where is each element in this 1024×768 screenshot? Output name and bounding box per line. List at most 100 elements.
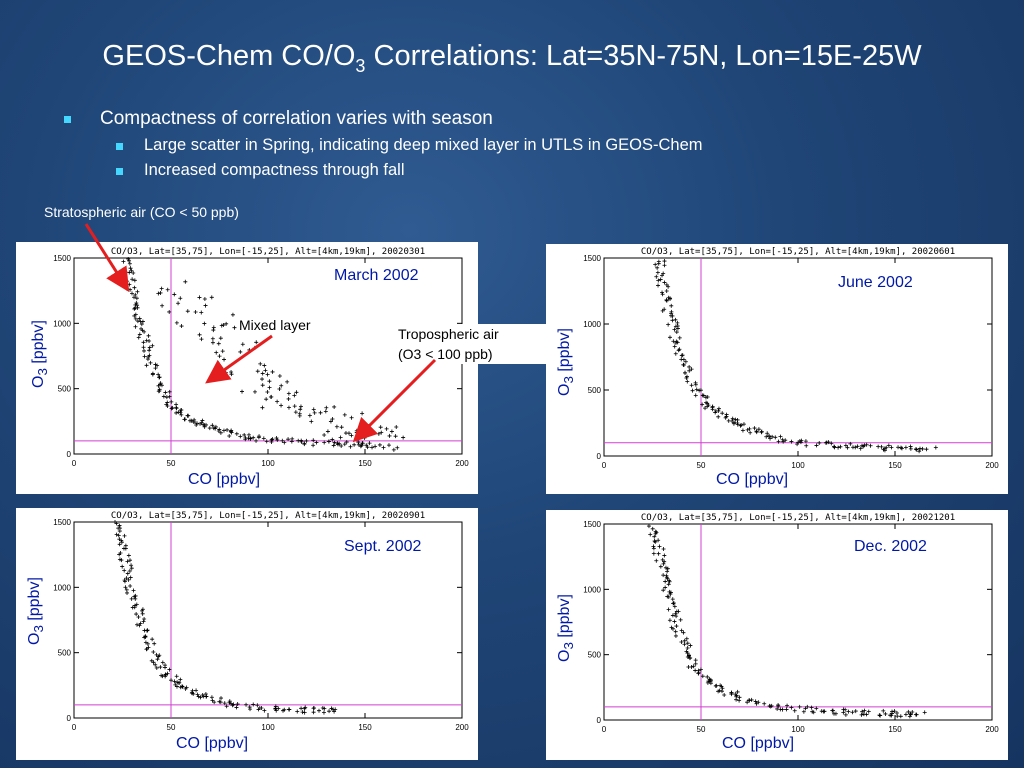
data-point bbox=[745, 700, 750, 705]
data-point bbox=[767, 434, 772, 439]
data-point bbox=[680, 353, 685, 358]
data-point bbox=[747, 698, 752, 703]
data-point bbox=[211, 426, 216, 431]
scatter-plot-dec: CO/O3, Lat=[35,75], Lon=[-15,25], Alt=[4… bbox=[583, 513, 999, 734]
data-point bbox=[117, 542, 122, 547]
data-point bbox=[289, 439, 294, 444]
data-point bbox=[334, 424, 339, 429]
data-point bbox=[342, 412, 347, 417]
data-point bbox=[693, 658, 698, 663]
data-point bbox=[125, 571, 130, 576]
data-point bbox=[387, 433, 392, 438]
data-point bbox=[121, 546, 126, 551]
x-tick-label: 100 bbox=[791, 461, 805, 470]
data-point bbox=[705, 674, 710, 679]
data-series bbox=[156, 279, 406, 452]
data-point bbox=[174, 410, 179, 415]
data-point bbox=[894, 711, 899, 716]
data-point bbox=[302, 706, 307, 711]
data-point bbox=[832, 711, 837, 716]
data-point bbox=[180, 684, 185, 689]
data-point bbox=[131, 271, 136, 276]
data-point bbox=[297, 411, 302, 416]
y-tick-label: 500 bbox=[588, 651, 602, 660]
data-point bbox=[275, 399, 280, 404]
data-point bbox=[175, 680, 180, 685]
data-point bbox=[153, 366, 158, 371]
data-point bbox=[122, 533, 127, 538]
data-point bbox=[161, 394, 166, 399]
data-point bbox=[781, 439, 786, 444]
data-point bbox=[174, 674, 179, 679]
data-point bbox=[726, 418, 731, 423]
data-point bbox=[117, 523, 122, 528]
data-point bbox=[127, 258, 132, 263]
data-point bbox=[673, 611, 678, 616]
data-point bbox=[285, 379, 290, 384]
data-point bbox=[133, 596, 138, 601]
data-point bbox=[147, 339, 152, 344]
data-point bbox=[670, 597, 675, 602]
data-point bbox=[128, 575, 133, 580]
data-point bbox=[654, 558, 659, 563]
data-point bbox=[684, 374, 689, 379]
data-point bbox=[286, 437, 291, 442]
data-point bbox=[689, 383, 694, 388]
data-point bbox=[688, 643, 693, 648]
data-point bbox=[251, 702, 256, 707]
data-point bbox=[183, 279, 188, 284]
data-point bbox=[133, 305, 138, 310]
data-point bbox=[696, 671, 701, 676]
data-point bbox=[678, 617, 683, 622]
data-point bbox=[172, 679, 177, 684]
data-point bbox=[138, 319, 143, 324]
data-point bbox=[187, 418, 192, 423]
data-point bbox=[128, 584, 133, 589]
data-point bbox=[131, 588, 136, 593]
data-point bbox=[311, 710, 316, 715]
data-point bbox=[144, 646, 149, 651]
data-point bbox=[132, 594, 137, 599]
data-point bbox=[668, 592, 673, 597]
data-point bbox=[194, 423, 199, 428]
data-point bbox=[322, 432, 327, 437]
data-point bbox=[684, 636, 689, 641]
data-point bbox=[785, 703, 790, 708]
data-point bbox=[135, 319, 140, 324]
data-point bbox=[720, 411, 725, 416]
data-point bbox=[127, 282, 132, 287]
data-point bbox=[352, 442, 357, 447]
data-point bbox=[676, 609, 681, 614]
data-point bbox=[260, 371, 265, 376]
data-point bbox=[651, 544, 656, 549]
data-point bbox=[154, 665, 159, 670]
sub-bullet-item: Increased compactness through fall bbox=[62, 161, 703, 180]
data-point bbox=[211, 328, 216, 333]
data-point bbox=[673, 340, 678, 345]
data-point bbox=[202, 321, 207, 326]
data-point bbox=[121, 259, 126, 264]
data-point bbox=[202, 297, 207, 302]
data-point bbox=[338, 435, 343, 440]
data-point bbox=[778, 434, 783, 439]
data-point bbox=[134, 612, 139, 617]
data-point bbox=[910, 709, 915, 714]
data-point bbox=[286, 391, 291, 396]
data-point bbox=[209, 695, 214, 700]
bullet-icon bbox=[116, 168, 123, 175]
data-point bbox=[719, 689, 724, 694]
data-point bbox=[227, 433, 232, 438]
data-point bbox=[729, 692, 734, 697]
data-point bbox=[663, 579, 668, 584]
data-point bbox=[125, 559, 130, 564]
data-point bbox=[913, 447, 918, 452]
data-point bbox=[321, 710, 326, 715]
data-point bbox=[174, 320, 179, 325]
data-point bbox=[661, 588, 666, 593]
data-point bbox=[339, 444, 344, 449]
data-point bbox=[661, 561, 666, 566]
data-point bbox=[178, 677, 183, 682]
data-point bbox=[693, 668, 698, 673]
data-point bbox=[890, 709, 895, 714]
data-point bbox=[683, 370, 688, 375]
